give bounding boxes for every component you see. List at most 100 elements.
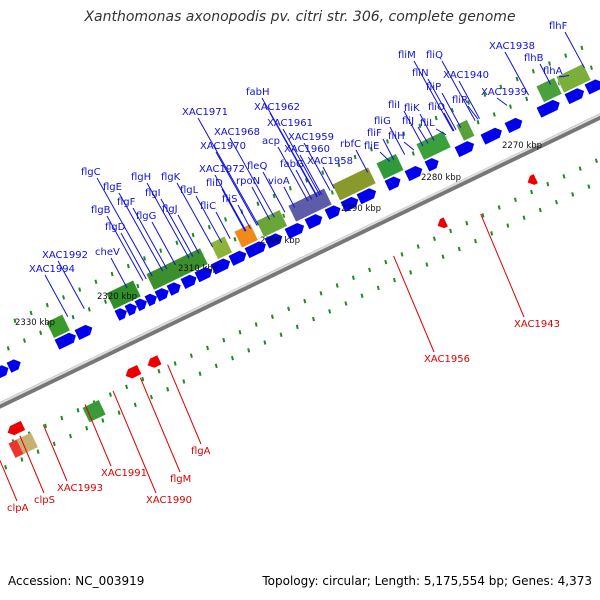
scale-tick [182,379,186,384]
gene-label[interactable]: flgJ [162,204,178,215]
gene-label[interactable]: rpoN [236,176,260,187]
topology-summary: Topology: circular; Length: 5,175,554 bp… [262,574,592,588]
gene-label[interactable]: clpS [34,495,55,506]
gene-label[interactable]: XAC1960 [284,144,330,155]
gene-arrow [180,274,197,289]
gene-label[interactable]: fliJ [402,116,414,127]
scale-tick [525,96,529,102]
gene-label[interactable]: fliE [364,141,379,152]
feature-block [8,438,27,458]
label-leader-line [443,112,455,132]
gene-label[interactable]: flgA [191,446,211,457]
gene-label[interactable]: fleQ [247,161,267,172]
gene-label[interactable]: fabG [280,159,304,170]
accession-text: Accession: NC_003919 [8,574,145,588]
gene-label[interactable]: XAC1939 [481,87,527,98]
gene-label[interactable]: fliC [200,201,216,212]
feature-block [415,130,452,161]
gene-label[interactable]: flgD [105,222,126,233]
gene-label[interactable]: flgC [81,167,101,178]
gene-label[interactable]: flgB [91,205,111,216]
gene-label[interactable]: fliQ [426,50,443,61]
gene-label[interactable]: fliM [398,50,416,61]
gene-label[interactable]: flgE [103,182,122,193]
scale-tick [418,123,422,129]
gene-label[interactable]: XAC1956 [424,354,470,365]
gene-label[interactable]: XAC1991 [101,468,147,479]
scale-tick [522,215,526,221]
label-leader-line [539,63,552,85]
gene-label[interactable]: XAC1992 [42,250,88,261]
scale-tick [432,236,436,241]
label-leader-lines [0,31,586,502]
gene-label[interactable]: XAC1959 [288,132,334,143]
gene-label[interactable]: XAC1972 [199,164,245,175]
gene-label[interactable]: XAC1958 [307,156,353,167]
gene-label[interactable]: fliD [206,178,223,189]
gene-label[interactable]: flgF [117,197,136,208]
gene-label[interactable]: XAC1961 [267,118,313,129]
gene-label[interactable]: fliN [412,68,429,79]
scale-tick [136,283,140,289]
gene-label[interactable]: flgM [170,474,191,485]
gene-label[interactable]: fliI [388,100,400,111]
gene-label[interactable]: fliL [420,118,435,129]
gene-label[interactable]: fliH [388,131,405,142]
gene-arrow [424,158,439,172]
gene-arrow [437,217,448,229]
gene-label[interactable]: XAC1962 [254,102,300,113]
label-leader-line [393,255,435,353]
gene-label[interactable]: XAC1940 [443,70,489,81]
gene-label[interactable]: XAC1938 [489,41,535,52]
gene-label[interactable]: XAC1993 [57,483,103,494]
gene-label[interactable]: cheV [95,247,120,258]
gene-label[interactable]: fliR [452,95,468,106]
gene-label[interactable]: XAC1994 [29,264,75,275]
scale-tick [497,205,501,210]
scale-tick [6,346,10,351]
gene-label[interactable]: fliG [374,116,391,127]
gene-label[interactable]: flgI [145,188,161,199]
gene-arrow [194,267,213,283]
gene-label[interactable]: fabH [246,87,270,98]
scale-tick [425,262,429,267]
gene-label[interactable]: flgK [161,172,181,183]
label-leader-line [112,390,157,494]
label-leader-line [42,424,68,482]
gene-label[interactable]: XAC1970 [200,141,246,152]
gene-label[interactable]: acp [262,136,280,147]
gene-label[interactable]: flhB [524,53,544,64]
scale-tick [328,309,332,314]
gene-label[interactable]: fliF [367,128,382,139]
gene-arrow [6,359,21,373]
scale-tick [303,298,307,304]
gene-label[interactable]: flgL [180,185,199,196]
gene-label[interactable]: XAC1990 [146,495,192,506]
gene-label[interactable]: XAC1943 [514,319,560,330]
label-leader-line [146,182,190,259]
gene-label[interactable]: rbfC [340,139,361,150]
gene-label[interactable]: vioA [268,176,290,187]
scale-tick [270,314,274,319]
scale-tick [376,285,380,291]
scale-tick [222,337,226,343]
gene-label[interactable]: XAC1968 [214,127,260,138]
gene-label[interactable]: fliS [222,194,237,205]
scale-tick [166,387,170,392]
gene-arrow [154,288,169,302]
scale-tick [506,223,510,228]
gene-label[interactable]: flgH [131,172,151,183]
gene-label[interactable]: XAC1971 [182,107,228,118]
gene-label[interactable]: fliK [404,103,420,114]
gene-label[interactable]: flhA [543,66,563,77]
label-leader-line [0,459,18,502]
gene-label[interactable]: flgG [136,211,156,222]
label-leader-line [435,128,447,136]
gene-label[interactable]: fliO [428,102,445,113]
gene-label[interactable]: fliP [426,82,441,93]
gene-label[interactable]: flhF [549,21,568,32]
scale-tick [402,131,406,136]
label-leader-line [558,75,570,78]
label-leader-line [221,188,246,232]
gene-label[interactable]: clpA [7,503,29,514]
